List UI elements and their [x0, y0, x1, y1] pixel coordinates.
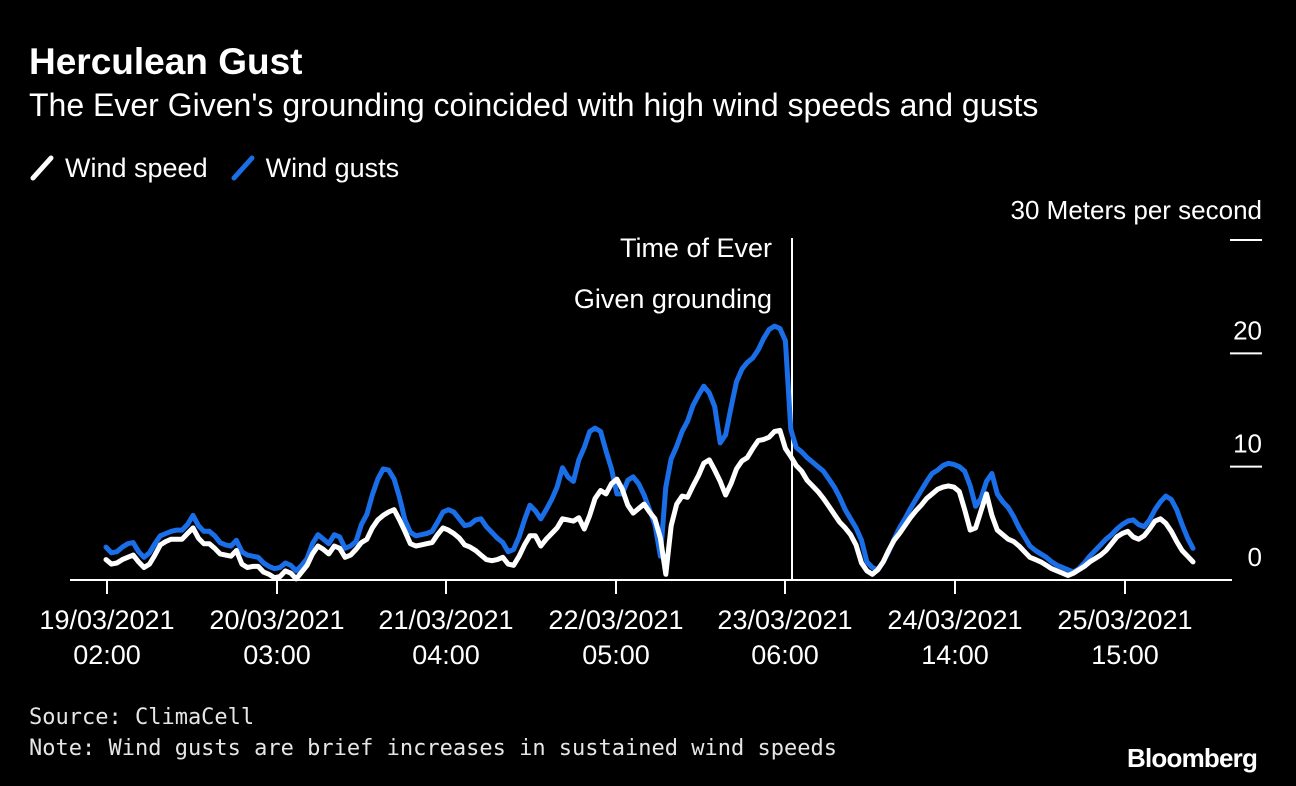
legend-label-wind-gusts: Wind gusts [265, 152, 400, 183]
series-layer [103, 323, 1196, 582]
legend-item-wind-gusts: Wind gusts [230, 152, 400, 184]
x-tick-date-label: 24/03/2021 [887, 605, 1022, 635]
wind-speed-swatch-icon [30, 155, 54, 181]
x-tick-time-label: 14:00 [921, 640, 989, 670]
x-axis: 19/03/2021 02:00 20/03/2021 03:00 21/03/2021… [39, 579, 1232, 670]
x-tick-date-label: 25/03/2021 [1057, 605, 1192, 635]
x-tick-time-label: 04:00 [412, 640, 480, 670]
x-tick-time-label: 05:00 [582, 640, 650, 670]
legend: Wind speed Wind gusts [29, 150, 399, 186]
x-tick-time-label: 02:00 [73, 640, 141, 670]
x-tick-time-label: 03:00 [243, 640, 311, 670]
wind-gusts-swatch-icon [231, 155, 255, 181]
y-tick-label: 0 [1248, 542, 1262, 572]
series-line-wind-speed [103, 427, 1196, 582]
annotation-label-line: Given grounding [574, 284, 772, 314]
x-tick-date-label: 20/03/2021 [209, 605, 344, 635]
x-tick-date-label: 19/03/2021 [39, 605, 174, 635]
legend-label-wind-speed: Wind speed [65, 152, 208, 183]
y-axis: 30 Meters per second 0 10 20 [1011, 195, 1262, 572]
x-tick-date-label: 23/03/2021 [717, 605, 852, 635]
x-tick-date-label: 22/03/2021 [548, 605, 683, 635]
y-tick-label: 10 [1233, 429, 1262, 459]
bloomberg-logo: Bloomberg [1127, 743, 1258, 773]
x-tick-time-label: 15:00 [1091, 640, 1159, 670]
legend-item-wind-speed: Wind speed [29, 153, 208, 184]
series-line-wind-gusts [103, 323, 1196, 575]
annotation-label-line: Time of Ever [620, 233, 772, 263]
footnote: Note: Wind gusts are brief increases in … [29, 736, 837, 761]
chart-subtitle: The Ever Given's grounding coincided wit… [29, 87, 1039, 123]
source-note: Source: ClimaCell [29, 705, 255, 730]
x-tick-date-label: 21/03/2021 [378, 605, 513, 635]
y-axis-unit-label: 30 Meters per second [1011, 195, 1262, 225]
chart-plot: 30 Meters per second 0 10 20 19/03/2021 02:… [39, 195, 1262, 670]
chart-title: Herculean Gust [29, 41, 303, 82]
y-tick-label: 20 [1233, 315, 1262, 345]
x-tick-time-label: 06:00 [751, 640, 819, 670]
grounding-annotation: Time of Ever Given grounding [574, 233, 793, 580]
